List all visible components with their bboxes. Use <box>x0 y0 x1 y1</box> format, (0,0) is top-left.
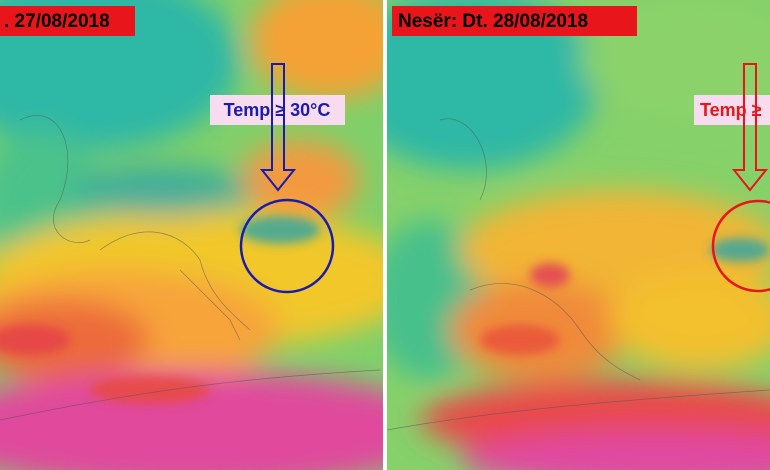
annotation-box <box>694 95 770 125</box>
highlight-circle <box>711 199 770 293</box>
arrow <box>731 63 769 192</box>
left-map <box>0 0 383 470</box>
date-label: . 27/08/2018 <box>4 11 110 32</box>
right-map <box>387 0 770 470</box>
highlight-circle <box>239 198 335 294</box>
annotation: Temp ≥ 30°C <box>224 100 331 120</box>
arrow <box>259 63 297 192</box>
date-label-box <box>392 6 637 36</box>
annotation: Temp ≥ <box>700 100 762 120</box>
date-label: Nesër: Dt. 28/08/2018 <box>398 11 588 32</box>
annotation-box <box>210 95 345 125</box>
date-label-box <box>0 6 135 36</box>
